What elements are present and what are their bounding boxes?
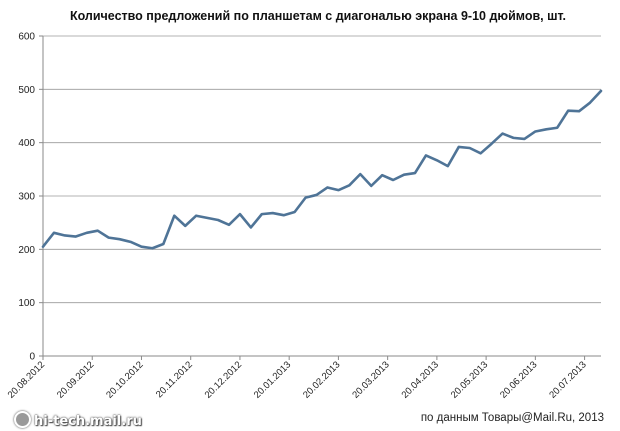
data-point [107,236,110,239]
y-tick-label: 300 [18,192,35,203]
data-point [370,184,373,187]
data-point [534,130,537,133]
y-tick-label: 0 [29,352,35,363]
data-point [512,136,515,139]
data-point [435,159,438,162]
data-point [129,240,132,243]
data-point [217,219,219,221]
x-tick-label: 20.11.2012 [154,359,195,400]
data-point [228,223,230,226]
data-point [74,235,77,238]
y-tick-label: 400 [18,138,35,149]
y-tick-label: 600 [18,32,35,43]
x-tick-label: 20.09.2012 [55,359,96,400]
data-point [249,226,252,229]
x-tick-label: 20.01.2013 [252,359,293,400]
data-point [118,238,121,241]
data-point [42,245,44,248]
data-point [403,173,405,176]
x-tick-label: 20.03.2013 [350,359,391,400]
data-point [381,174,384,177]
data-point [589,101,591,104]
data-point [96,229,99,232]
x-tick-label: 20.05.2013 [449,359,490,400]
data-point [479,152,482,155]
data-point [195,214,198,217]
watermark-text: hi-tech.mail.ru [34,414,142,429]
x-tick-label: 20.08.2012 [6,359,47,400]
data-point [239,213,241,216]
data-point [501,132,504,135]
data-point [282,214,285,217]
data-point [567,109,570,112]
data-point [293,211,296,213]
data-point [348,184,351,187]
data-point [184,224,187,227]
data-point [490,142,493,145]
x-tick-label: 20.10.2012 [104,359,145,400]
data-point [457,146,460,148]
data-point [523,138,526,140]
data-point [468,147,471,149]
data-point [85,231,88,234]
data-point [271,212,274,214]
axes [39,35,601,357]
data-point [304,196,307,199]
x-axis-ticks: 20.08.2012 20.09.2012 20.10.2012 20.11.2012… [6,356,589,401]
data-point [162,243,165,245]
data-point [260,213,263,216]
data-point [425,154,427,157]
data-point [151,247,154,250]
data-point [556,126,559,129]
data-point [206,216,209,219]
data-point [337,189,340,192]
data-point [359,173,362,176]
y-axis-ticks: 0 100 200 300 400 500 600 [18,32,35,363]
y-tick-label: 200 [18,245,35,256]
data-point [63,234,66,237]
watermark-logo-icon [14,411,31,428]
data-point [173,214,176,217]
watermark: hi-tech.mail.ru [14,411,142,429]
chart-title: Количество предложений по планшетам с ди… [70,9,566,23]
series-line [41,89,603,250]
data-point [140,245,143,248]
data-point [446,165,449,168]
y-tick-label: 500 [18,85,35,96]
data-point [326,186,329,189]
gridlines [43,35,601,304]
data-point [414,172,416,174]
x-tick-label: 20.04.2013 [400,359,441,400]
data-point [392,179,395,181]
data-point [600,90,602,92]
data-point [578,110,581,113]
data-point [53,231,55,234]
series-group [41,89,603,250]
x-tick-label: 20.06.2013 [498,359,539,400]
x-tick-label: 20.07.2013 [547,359,588,400]
data-point [315,194,318,196]
source-note: по данным Товары@Mail.Ru, 2013 [420,412,604,424]
data-point [545,128,548,131]
x-tick-label: 20.02.2013 [301,359,342,400]
x-tick-label: 20.12.2012 [203,359,244,400]
y-tick-label: 100 [18,298,35,309]
